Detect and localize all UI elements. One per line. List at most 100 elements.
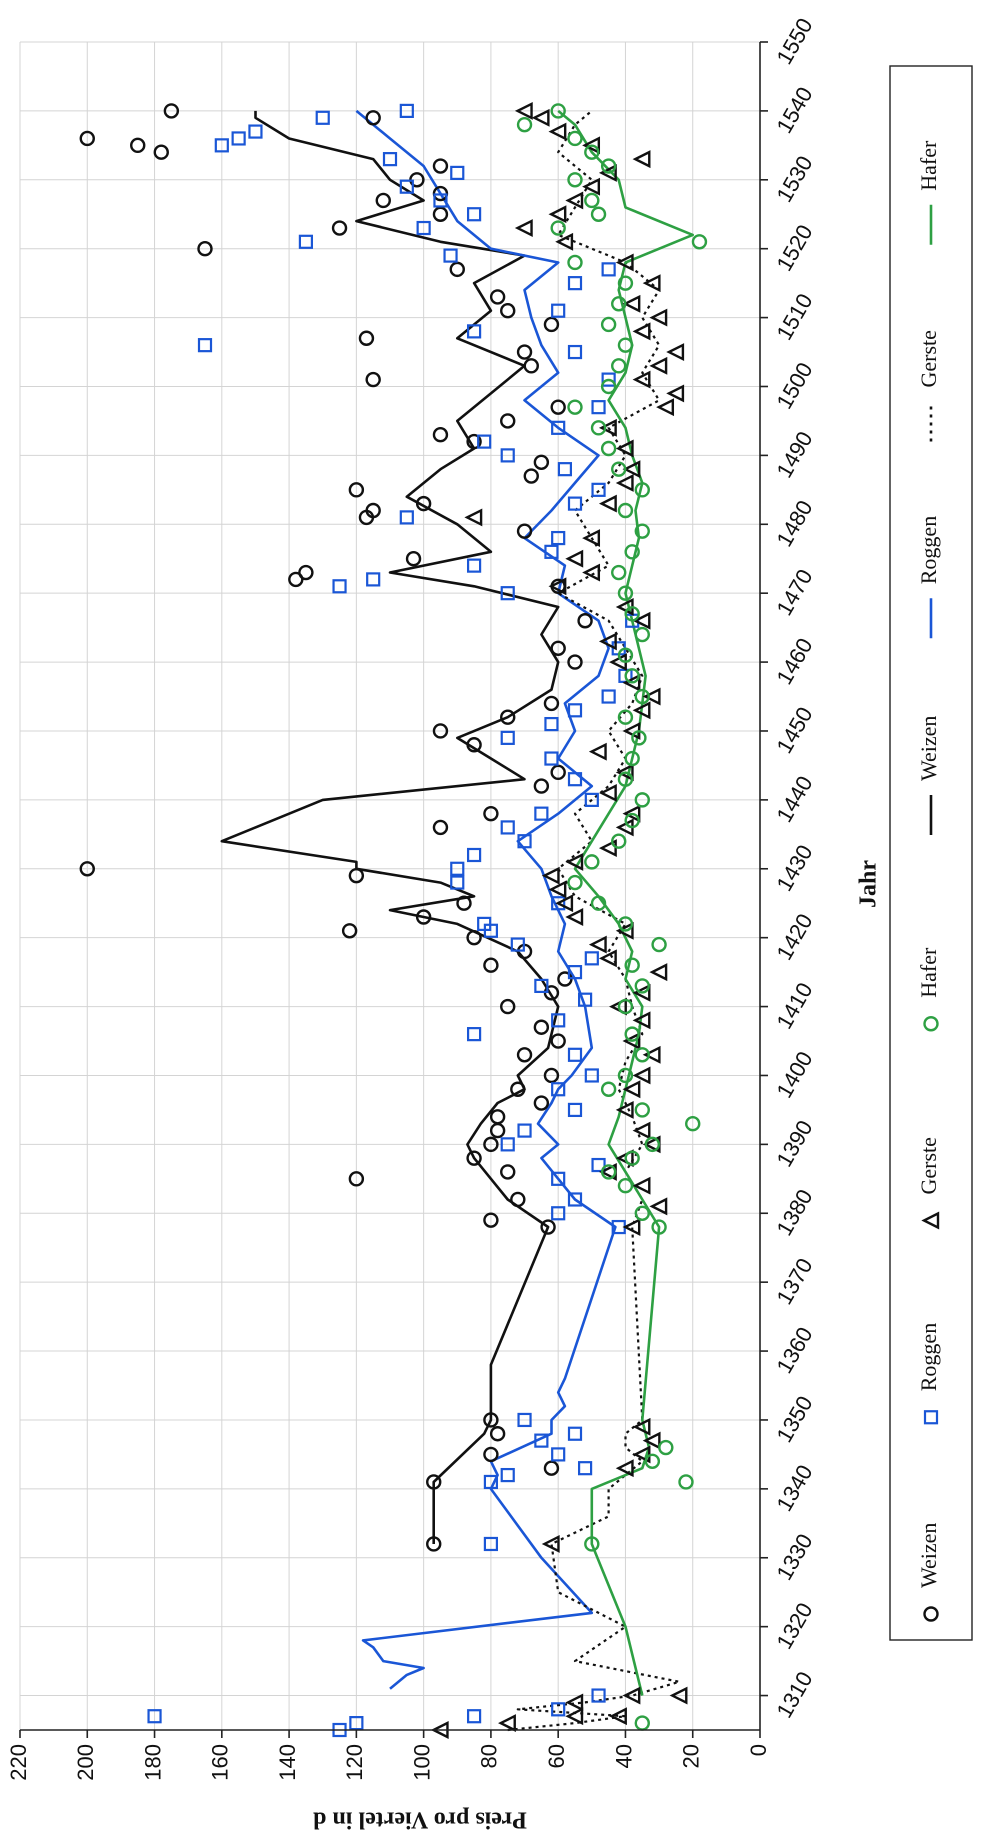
data-point-gerste [588, 742, 607, 761]
data-point-hafer [634, 1047, 650, 1063]
data-point-gerste [565, 908, 584, 926]
data-point-gerste [649, 963, 668, 982]
data-point-weizen [550, 399, 566, 415]
data-point-weizen [543, 316, 560, 333]
data-point-roggen [551, 1171, 566, 1186]
data-point-roggen [551, 530, 566, 546]
data-point-gerste [632, 701, 651, 720]
data-point-weizen [415, 909, 432, 925]
data-point-hafer [584, 192, 600, 209]
data-point-gerste [649, 356, 668, 375]
data-point-gerste [649, 308, 668, 327]
data-point-hafer [567, 254, 583, 271]
data-point-hafer [550, 220, 566, 236]
data-point-weizen [543, 1460, 560, 1476]
data-point-gerste [615, 763, 634, 782]
data-point-roggen [557, 462, 573, 477]
data-point-weizen [483, 1412, 499, 1428]
data-point-hafer [644, 1136, 661, 1153]
legend-item-weizen-marker: Weizen [916, 1523, 941, 1622]
data-point-weizen [533, 454, 550, 470]
data-point-weizen [358, 330, 375, 346]
data-point-weizen [500, 1164, 516, 1180]
legend-item-roggen-marker: Roggen [916, 1323, 941, 1425]
data-point-gerste [609, 1707, 627, 1726]
data-point-gerste [598, 632, 617, 651]
x-tick-label: 1320 [771, 1598, 817, 1653]
x-tick-label: 1310 [771, 1667, 817, 1722]
data-point-weizen [540, 1219, 556, 1235]
data-point-roggen [483, 1474, 499, 1490]
data-point-gerste [632, 1121, 651, 1140]
data-point-gerste [615, 439, 634, 458]
data-point-gerste [666, 343, 685, 361]
data-point-gerste [588, 935, 607, 954]
data-point-roggen [577, 992, 593, 1007]
data-point-gerste [642, 1431, 661, 1450]
data-point-gerste [598, 494, 617, 513]
data-point-gerste [622, 294, 641, 313]
data-point-gerste [582, 563, 601, 582]
data-point-gerste [598, 949, 617, 968]
data-point-hafer [624, 812, 640, 829]
data-point-weizen [432, 427, 449, 443]
data-point-weizen [500, 998, 516, 1015]
data-point-gerste [582, 177, 601, 196]
legend-label: Weizen [916, 716, 941, 781]
data-point-gerste [642, 1045, 661, 1064]
data-point-roggen [500, 1467, 515, 1483]
x-tick-label: 1520 [771, 220, 817, 275]
data-point-gerste [615, 921, 634, 940]
data-point-roggen [466, 324, 482, 339]
data-point-weizen [375, 192, 391, 209]
y-tick-label: 120 [342, 1744, 367, 1781]
data-point-roggen [248, 124, 263, 139]
data-point-gerste [632, 370, 651, 389]
data-point-roggen [450, 165, 465, 181]
data-point-roggen [601, 262, 616, 277]
data-point-weizen [449, 261, 465, 278]
data-point-weizen [567, 654, 583, 670]
data-point-roggen [517, 834, 532, 849]
x-tick-label: 1510 [771, 289, 817, 344]
data-point-gerste [642, 687, 661, 706]
legend-item-hafer-line: Hafer [916, 140, 941, 245]
data-point-weizen [500, 413, 516, 429]
data-point-gerste [632, 150, 651, 169]
data-point-hafer [617, 647, 634, 663]
data-point-weizen [466, 433, 482, 450]
data-point-hafer [600, 440, 617, 457]
data-point-roggen [544, 716, 559, 732]
data-point-roggen [551, 1447, 566, 1462]
data-point-gerste [615, 1459, 634, 1478]
y-tick-label: 40 [611, 1744, 636, 1768]
data-point-weizen [533, 1019, 550, 1035]
scatter-series-weizen [79, 103, 593, 1552]
data-point-roggen [298, 234, 314, 249]
data-point-weizen [523, 468, 539, 484]
data-point-hafer [624, 668, 640, 684]
data-point-roggen [349, 1716, 364, 1731]
data-point-hafer [617, 502, 634, 519]
data-point-gerste [565, 852, 584, 871]
x-tick-label: 1550 [771, 14, 817, 69]
grid [19, 41, 761, 1730]
data-point-roggen [416, 220, 431, 236]
data-point-hafer [600, 1081, 617, 1097]
data-point-hafer [567, 172, 583, 188]
data-point-gerste [656, 398, 675, 417]
legend-item-weizen-line: Weizen [916, 716, 941, 835]
x-tick-label: 1370 [771, 1254, 817, 1309]
legend: Weizen Roggen Gerste Hafer Weizen Roggen Gerst… [889, 65, 973, 1641]
data-point-gerste [548, 880, 567, 899]
x-tick-label: 1490 [771, 427, 817, 482]
data-point-weizen [348, 867, 365, 884]
data-point-weizen [483, 1136, 499, 1153]
data-point-weizen [415, 495, 432, 512]
y-tick-label: 0 [746, 1744, 771, 1756]
legend-label: Weizen [916, 1523, 941, 1588]
x-tick-label: 1330 [771, 1529, 817, 1584]
data-point-gerste [514, 219, 533, 237]
data-point-gerste [615, 1100, 634, 1119]
x-tick-label: 1470 [771, 565, 817, 620]
